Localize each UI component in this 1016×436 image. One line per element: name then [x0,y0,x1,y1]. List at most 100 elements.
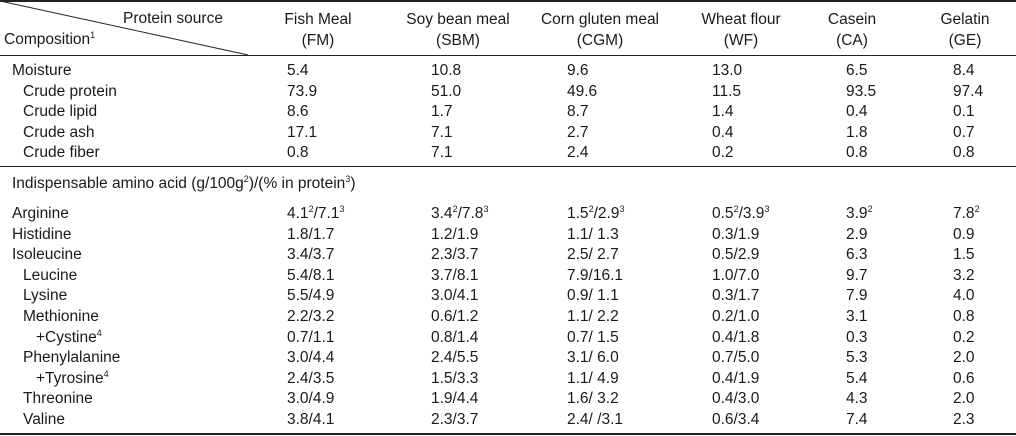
amino-cell: 1.2/1.9 [431,225,479,243]
amino-cell: 5.4 [846,369,868,387]
cell-footnote: 2 [588,204,594,214]
amino-cell: 2.3/3.7 [431,411,479,428]
column-header-name: Soy bean meal [406,11,510,28]
amino-row-label: +Tyrosine4 [36,369,109,389]
column-header: Gelatin (GE) [885,9,1016,51]
row-label: Crude fiber [23,144,100,162]
column-header-abbr: (GE) [948,32,982,49]
amino-cell: 2.4/5.5 [431,349,479,367]
column-header-abbr: (SBM) [436,32,480,49]
amino-cell: 3.8/4.1 [287,411,335,428]
amino-cell: 3.2 [953,266,975,284]
table-cell: 8.6 [287,103,309,121]
amino-cell: 7.9 [846,287,868,305]
header-diagonal-divider [0,0,249,56]
table-cell: 51.0 [431,82,462,100]
amino-cell: 1.52/2.93 [567,204,624,224]
amino-label-text: Threonine [23,390,93,408]
amino-row-label: Isoleucine [12,245,82,265]
amino-label-text: Arginine [12,205,69,222]
table-cell: 1.8 [846,123,868,141]
cell-footnote: 3 [483,204,489,214]
row-label: Moisture [12,62,72,79]
amino-label-text: Valine [23,411,65,428]
column-header-name: Wheat flour [701,11,781,28]
column-header-abbr: (FM) [301,32,335,49]
cell-footnote: 2 [867,204,873,214]
amino-title-sup-2: 3 [345,174,351,184]
table-bottom-rule [0,433,1016,435]
amino-cell: 5.5/4.9 [287,287,335,305]
amino-cell: 0.8 [953,308,975,325]
amino-cell: 3.0/4.9 [287,390,335,408]
amino-cell: 0.9 [953,225,975,243]
amino-cell: 1.0/7.0 [712,266,760,284]
cell-value-g100g: 1.5 [567,205,589,222]
table-cell: 73.9 [287,82,318,100]
amino-label-text: +Cystine [36,328,97,346]
amino-label-footnote: 4 [103,368,109,379]
amino-cell: 0.2 [953,328,975,346]
amino-cell: 0.4/1.9 [712,369,760,387]
column-header-name: Casein [827,11,877,28]
table-cell: 8.4 [953,62,975,79]
amino-label-text: Methionine [23,308,99,325]
amino-cell: 2.0 [953,349,975,367]
table-cell: 0.7 [953,123,975,141]
amino-cell: 3.4/3.7 [287,246,335,264]
amino-cell: 1.5/3.3 [431,369,479,387]
amino-title-part-c: ) [350,175,356,192]
amino-row-label: Phenylalanine [23,348,120,368]
amino-cell: 2.9 [846,225,868,243]
table-cell: 7.1 [431,123,453,141]
amino-cell: 1.1/ 4.9 [567,369,619,387]
amino-cell: 1.9/4.4 [431,390,479,408]
table-cell: 1.4 [712,103,734,121]
amino-cell: 3.0/4.1 [431,287,479,305]
table-cell: 0.4 [846,103,868,121]
cell-value-g100g: 7.8 [953,205,975,222]
cell-value-percent: /2.9 [593,205,620,222]
amino-cell: 0.4/3.0 [712,390,760,408]
table-cell: 17.1 [287,123,318,141]
column-header-abbr: (WF) [723,32,759,49]
amino-cell: 1.8/1.7 [287,225,335,243]
amino-row-label: Leucine [23,266,77,286]
amino-cell: 7.9/16.1 [567,266,624,284]
cell-footnote: 2 [733,204,739,214]
amino-label-text: +Tyrosine [36,369,104,387]
column-header: Corn gluten meal (CGM) [520,9,680,51]
cell-value-percent: /7.8 [457,205,484,222]
amino-cell: 9.7 [846,266,868,284]
amino-cell: 4.0 [953,287,975,305]
amino-cell: 4.12/7.13 [287,204,344,224]
header-protein-source: Protein source [123,9,223,29]
amino-row-label: Arginine [12,204,69,224]
table-cell: 0.4 [712,123,734,141]
column-header-name: Gelatin [940,11,990,28]
amino-cell: 2.5/ 2.7 [567,246,619,264]
amino-row-label: Methionine [23,307,99,327]
table-cell: 8.7 [567,103,589,121]
amino-label-text: Lysine [23,287,68,305]
row-label: Crude protein [23,82,117,100]
table-cell: 97.4 [953,82,984,100]
amino-label-footnote: 4 [96,327,102,338]
cell-value-g100g: 3.4 [431,205,453,222]
amino-row-label: Histidine [12,225,71,245]
cell-footnote: 2 [452,204,458,214]
table-cell: 10.8 [431,62,462,79]
cell-value-percent: /7.1 [313,205,340,222]
protein-source-label: Protein source [123,10,223,27]
amino-cell: 5.4/8.1 [287,266,335,284]
column-header: Soy bean meal (SBM) [378,9,538,51]
amino-cell: 3.42/7.83 [431,204,488,224]
table-cell: 49.6 [567,82,598,100]
amino-cell: 3.1/ 6.0 [567,349,619,367]
cell-footnote: 3 [764,204,770,214]
amino-cell: 2.4/ /3.1 [567,411,624,428]
table-top-rule [0,0,1016,2]
amino-title-part-a: Indispensable amino acid (g/100g [12,175,244,192]
table-cell: 2.7 [567,123,589,141]
amino-cell: 0.2/1.0 [712,308,760,325]
